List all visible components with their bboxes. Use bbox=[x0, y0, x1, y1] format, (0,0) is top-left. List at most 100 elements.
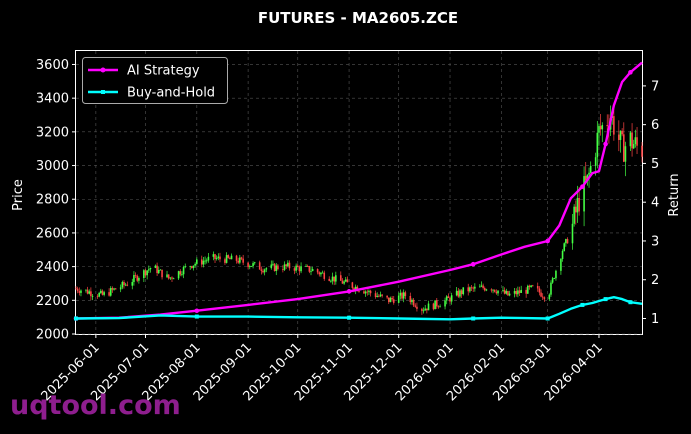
left-tick-label: 2800 bbox=[36, 193, 69, 208]
candle-body bbox=[318, 272, 321, 275]
candle-body bbox=[364, 291, 367, 294]
candle-body bbox=[227, 255, 230, 258]
candle-body bbox=[182, 267, 185, 275]
y-axis-label-right: Return bbox=[667, 173, 682, 216]
series-marker-0 bbox=[628, 70, 633, 75]
candle-body bbox=[202, 260, 205, 265]
candle-body bbox=[250, 266, 253, 267]
candle-body bbox=[358, 291, 360, 292]
candle-body bbox=[483, 287, 486, 291]
series-line-0 bbox=[75, 61, 643, 320]
candle-body bbox=[253, 262, 256, 264]
candle-body bbox=[455, 290, 458, 296]
candle-body bbox=[404, 292, 407, 296]
candle-body bbox=[482, 285, 484, 288]
candle-body bbox=[230, 255, 233, 260]
candle-body bbox=[113, 288, 115, 290]
candle-body bbox=[601, 125, 604, 130]
legend: AI Strategy Buy-and-Hold bbox=[82, 57, 228, 104]
candle-body bbox=[258, 262, 261, 270]
right-tick-label: 4 bbox=[651, 196, 659, 211]
candle-body bbox=[205, 260, 208, 262]
candle-body bbox=[389, 297, 392, 303]
candle-body bbox=[101, 290, 104, 295]
candle-body bbox=[177, 271, 180, 279]
series-marker-1 bbox=[580, 302, 585, 307]
candle-body bbox=[565, 239, 567, 244]
candle-body bbox=[86, 289, 89, 294]
candle-body bbox=[265, 268, 268, 270]
candle-body bbox=[343, 281, 345, 284]
candle-body bbox=[224, 259, 226, 263]
series-marker-0 bbox=[545, 238, 550, 244]
candle-body bbox=[169, 277, 172, 279]
candle-body bbox=[424, 308, 426, 311]
candle-body bbox=[618, 134, 620, 140]
candle-body bbox=[444, 300, 446, 307]
candle-body bbox=[273, 263, 276, 272]
candle-body bbox=[78, 291, 81, 293]
candle-body bbox=[583, 176, 585, 212]
candle-body bbox=[391, 297, 393, 300]
legend-label-1: Buy-and-Hold bbox=[127, 86, 215, 101]
candle-body bbox=[310, 271, 312, 272]
candle-body bbox=[353, 287, 355, 291]
candle-body bbox=[91, 295, 94, 297]
candle-body bbox=[598, 126, 600, 133]
right-tick-label: 6 bbox=[651, 118, 659, 133]
candle-body bbox=[204, 260, 206, 262]
candle-body bbox=[412, 299, 415, 306]
candle-body bbox=[311, 269, 314, 272]
candle-body bbox=[282, 269, 284, 270]
candle-body bbox=[75, 288, 77, 290]
candle-body bbox=[563, 243, 566, 251]
candle-body bbox=[298, 267, 301, 272]
candle-body bbox=[492, 289, 494, 291]
right-axis: 1 2 3 4 5 6 7 bbox=[642, 79, 659, 327]
candle-body bbox=[606, 125, 609, 127]
candle-body bbox=[576, 197, 579, 213]
candle-body bbox=[305, 266, 307, 267]
candle-body bbox=[157, 269, 160, 274]
candle-body bbox=[287, 262, 289, 267]
candle-body bbox=[528, 285, 531, 288]
candle-body bbox=[641, 145, 643, 157]
candle-body bbox=[136, 275, 139, 281]
candle-body bbox=[634, 137, 637, 145]
candle-body bbox=[422, 310, 425, 312]
candle-body bbox=[248, 266, 251, 268]
candle-body bbox=[146, 270, 148, 276]
candle-body bbox=[508, 293, 511, 296]
candle-body bbox=[181, 274, 183, 276]
candle-body bbox=[550, 282, 552, 295]
candle-body bbox=[192, 265, 195, 268]
candle-body bbox=[571, 223, 574, 244]
candle-body bbox=[217, 256, 220, 259]
candle-body bbox=[518, 290, 521, 293]
candle-body bbox=[414, 305, 417, 307]
candle-body bbox=[316, 269, 319, 273]
candle-body bbox=[100, 290, 102, 293]
candle-body bbox=[85, 289, 87, 291]
candle-body bbox=[624, 146, 627, 162]
candle-body bbox=[109, 288, 112, 296]
candle-body bbox=[536, 285, 539, 289]
candle-body bbox=[296, 265, 299, 268]
candle-body bbox=[460, 290, 463, 295]
candle-body bbox=[596, 132, 599, 158]
series-marker-1 bbox=[471, 316, 476, 321]
candle-body bbox=[331, 276, 334, 281]
candle-body bbox=[505, 291, 508, 294]
candle-body bbox=[589, 165, 592, 173]
candle-body bbox=[344, 279, 347, 282]
candle-body bbox=[288, 262, 291, 269]
candle-body bbox=[341, 280, 344, 284]
candle-body bbox=[613, 116, 615, 135]
candle-body bbox=[566, 239, 569, 244]
candle-body bbox=[515, 291, 518, 295]
candle-body bbox=[449, 297, 451, 302]
series-line-1 bbox=[75, 296, 643, 321]
candle-body bbox=[421, 308, 423, 311]
candle-body bbox=[219, 256, 221, 260]
candle-body bbox=[470, 287, 473, 289]
